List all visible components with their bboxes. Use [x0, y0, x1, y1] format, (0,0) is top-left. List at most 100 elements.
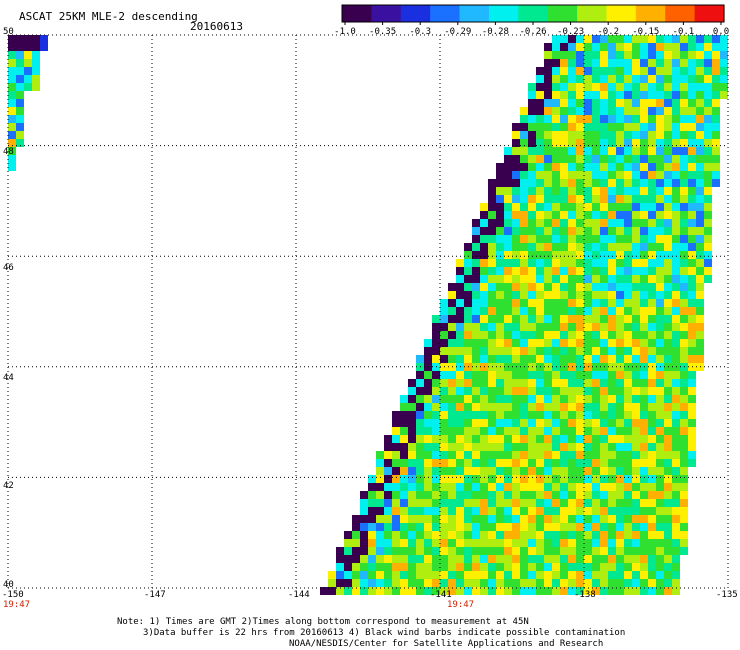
swath-cell [536, 355, 544, 363]
swath-cell [408, 587, 416, 595]
swath-cell [480, 291, 488, 299]
swath-cell [608, 91, 616, 99]
swath-cell [624, 123, 632, 131]
swath-cell [704, 179, 712, 187]
swath-cell [560, 139, 568, 147]
swath-cell [456, 347, 464, 355]
swath-cell [496, 203, 504, 211]
swath-cell [544, 579, 552, 587]
swath-cell [624, 147, 632, 155]
swath-cell [640, 219, 648, 227]
swath-cell [552, 387, 560, 395]
swath-cell [328, 587, 336, 595]
swath-cell [560, 171, 568, 179]
swath-cell [440, 395, 448, 403]
swath-cell [616, 187, 624, 195]
swath-cell [560, 259, 568, 267]
swath-cell [640, 211, 648, 219]
swath-cell [608, 179, 616, 187]
swath-cell [672, 475, 680, 483]
swath-cell [520, 563, 528, 571]
swath-cell [632, 83, 640, 91]
swath-cell [408, 443, 416, 451]
swath-cell [576, 419, 584, 427]
swath-cell [472, 387, 480, 395]
swath-cell [560, 163, 568, 171]
swath-cell [576, 259, 584, 267]
swath-cell [712, 75, 720, 83]
swath-cell [560, 227, 568, 235]
swath-cell [688, 395, 696, 403]
swath-cell [640, 427, 648, 435]
swath-cell [536, 491, 544, 499]
lat-label-48: 48 [3, 147, 14, 157]
swath-cell [592, 307, 600, 315]
swath-cell [456, 515, 464, 523]
swath-cell [664, 491, 672, 499]
swath-cell [624, 331, 632, 339]
swath-cell [624, 235, 632, 243]
swath-cell [672, 531, 680, 539]
swath-cell [512, 491, 520, 499]
swath-cell [504, 435, 512, 443]
swath-cell [552, 379, 560, 387]
swath-cell [408, 531, 416, 539]
swath-cell [592, 387, 600, 395]
swath-cell [624, 83, 632, 91]
swath-cell [480, 251, 488, 259]
swath-cell [384, 499, 392, 507]
swath-cell [464, 355, 472, 363]
swath-cell [568, 475, 576, 483]
swath-cell [544, 571, 552, 579]
swath-cell [648, 291, 656, 299]
swath-cell [592, 115, 600, 123]
swath-cell [504, 555, 512, 563]
swath-cell [504, 467, 512, 475]
swath-cell [624, 427, 632, 435]
swath-cell [32, 51, 40, 59]
colorbar-tick-label: -0.1 [672, 27, 695, 37]
swath-cell [600, 483, 608, 491]
swath-cell [680, 355, 688, 363]
swath-cell [608, 107, 616, 115]
swath-cell [704, 163, 712, 171]
swath-cell [416, 531, 424, 539]
swath-cell [448, 531, 456, 539]
swath-cell [512, 451, 520, 459]
swath-cell [448, 379, 456, 387]
swath-cell [576, 451, 584, 459]
swath-cell [528, 451, 536, 459]
swath-cell [544, 275, 552, 283]
swath-cell [712, 171, 720, 179]
swath-cell [560, 59, 568, 67]
swath-cell [648, 331, 656, 339]
swath-cell [384, 579, 392, 587]
swath-cell [656, 499, 664, 507]
swath-cell [688, 419, 696, 427]
swath-cell [688, 211, 696, 219]
swath-cell [544, 315, 552, 323]
swath-cell [632, 195, 640, 203]
swath-cell [376, 467, 384, 475]
swath-cell [608, 75, 616, 83]
swath-cell [584, 587, 592, 595]
swath-cell [568, 179, 576, 187]
swath-cell [688, 379, 696, 387]
swath-cell [552, 203, 560, 211]
swath-cell [464, 523, 472, 531]
swath-cell [672, 371, 680, 379]
swath-cell [480, 515, 488, 523]
swath-cell [592, 483, 600, 491]
swath-cell [712, 155, 720, 163]
swath-cell [344, 539, 352, 547]
swath-cell [536, 251, 544, 259]
swath-cell [672, 443, 680, 451]
swath-cell [456, 467, 464, 475]
swath-cell [360, 531, 368, 539]
swath-cell [552, 435, 560, 443]
swath-cell [688, 139, 696, 147]
swath-cell [8, 67, 16, 75]
swath-cell [536, 139, 544, 147]
swath-cell [424, 483, 432, 491]
swath-cell [608, 51, 616, 59]
